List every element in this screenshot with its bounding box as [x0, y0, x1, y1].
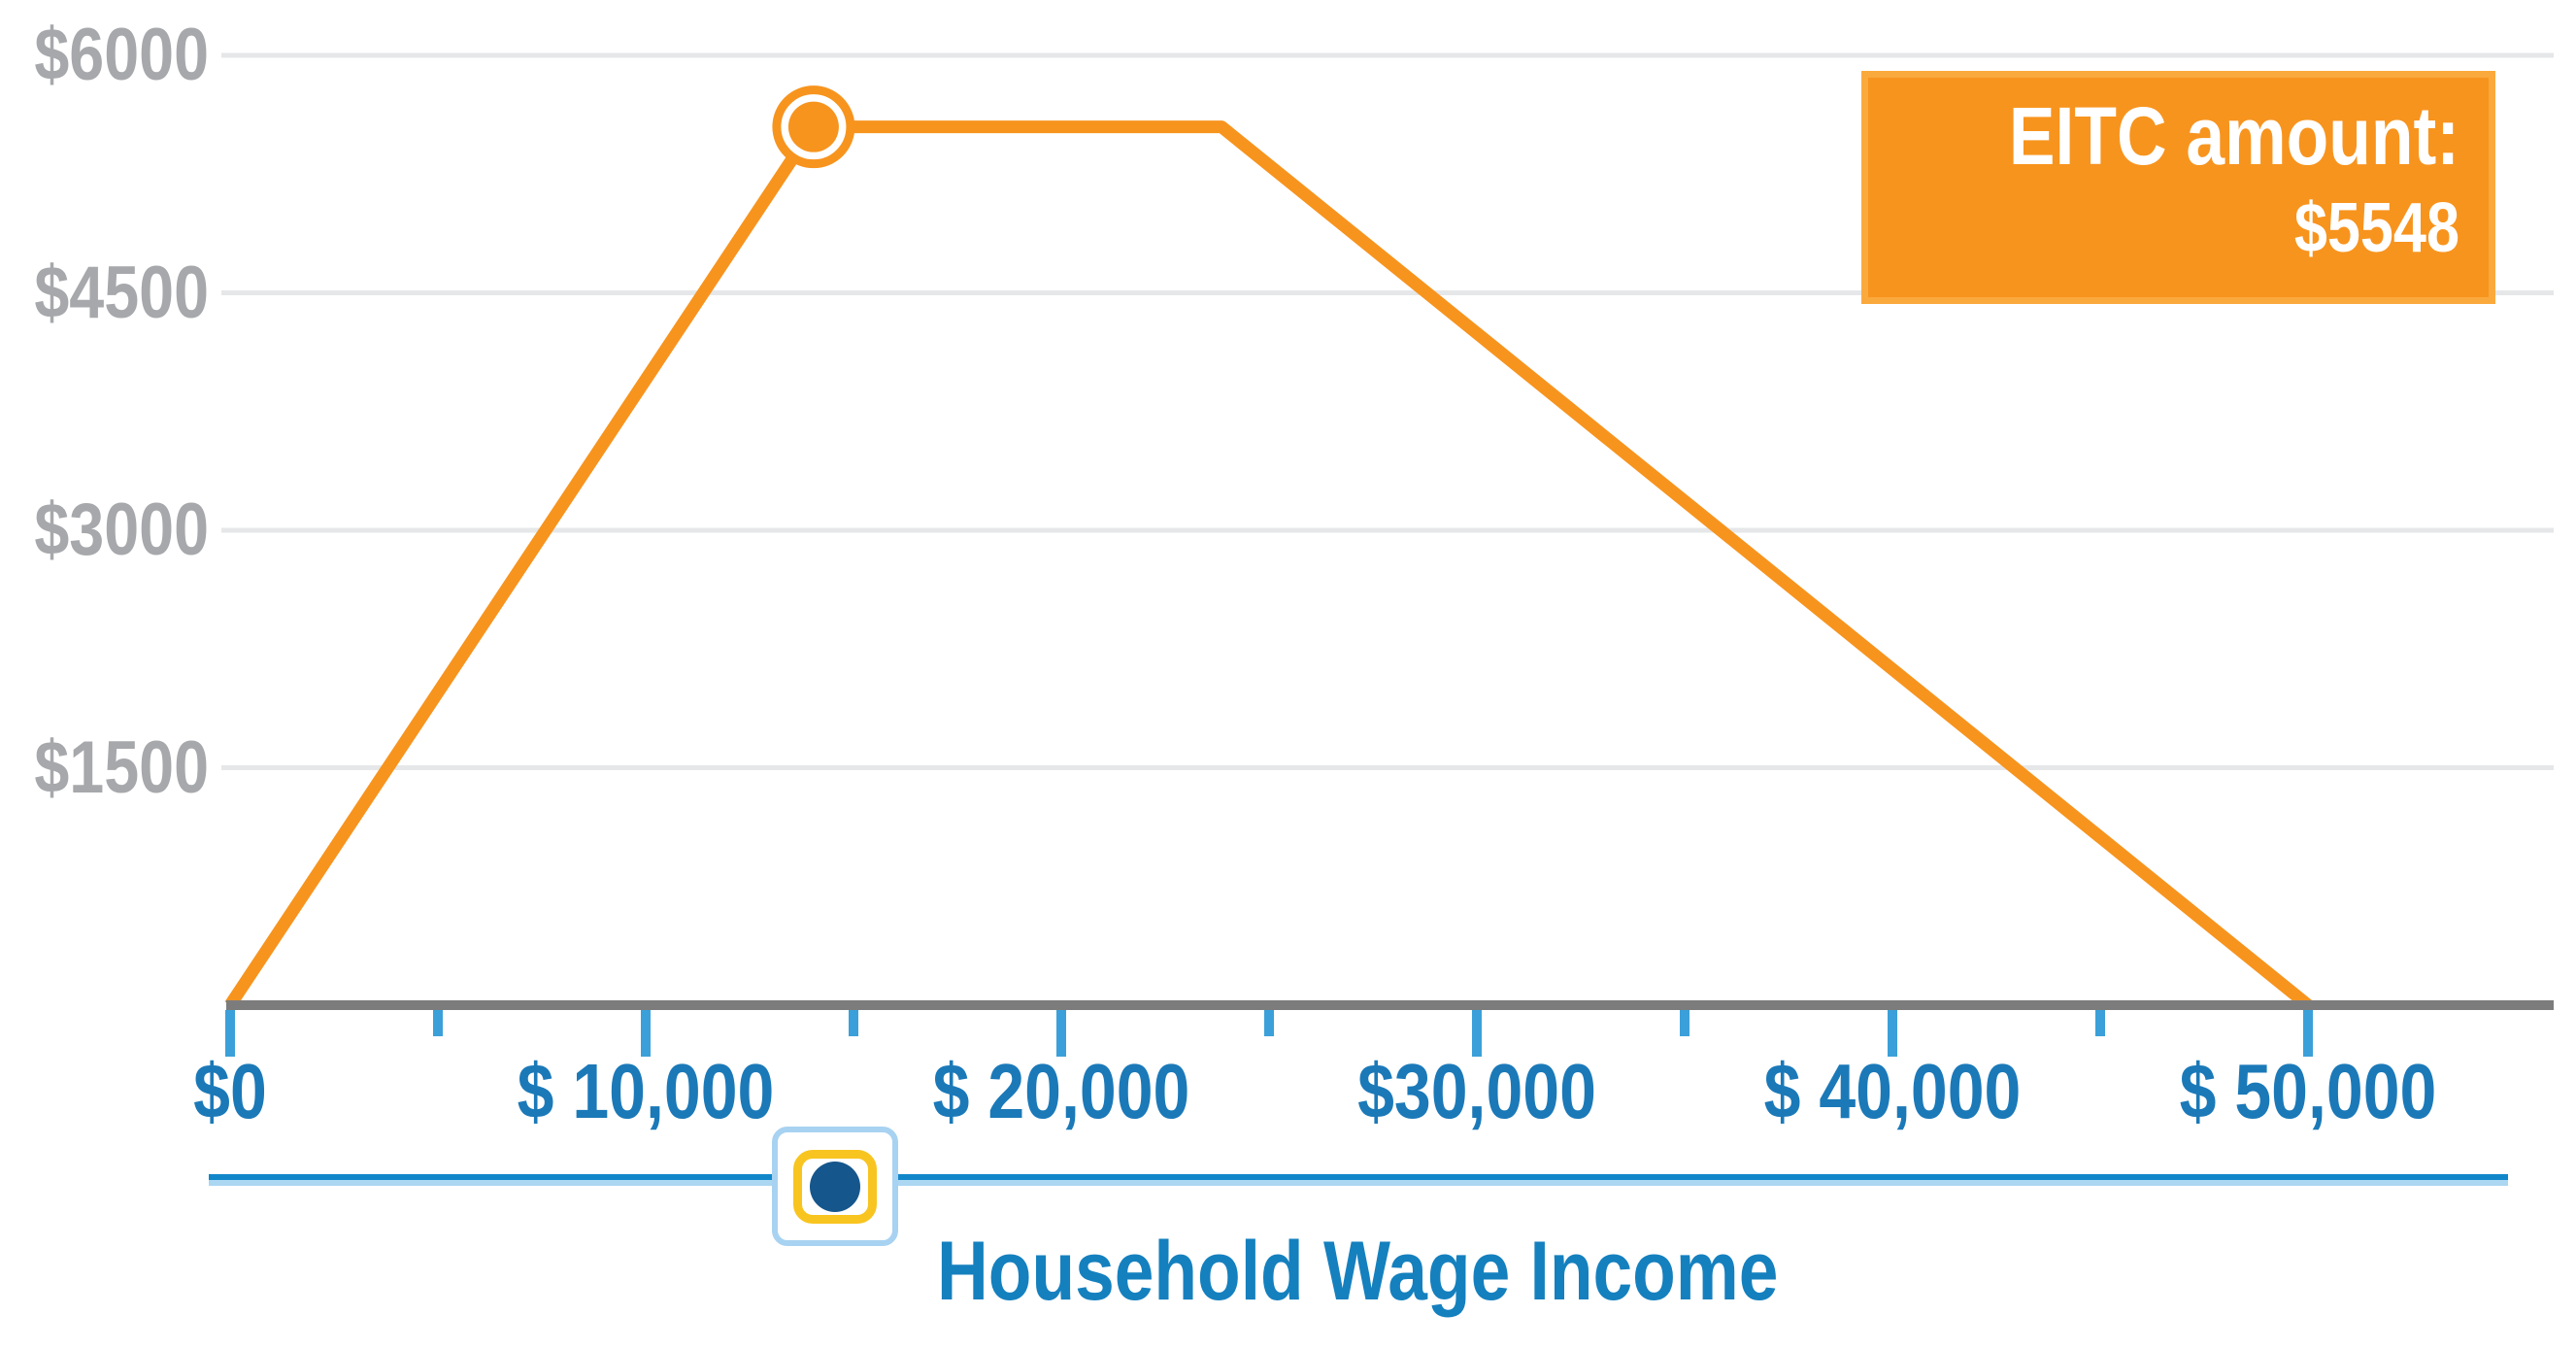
- x-minor-tick: [2095, 1010, 2105, 1036]
- x-minor-tick: [1264, 1010, 1274, 1036]
- x-axis-label: $0: [193, 1048, 267, 1134]
- x-axis-label: $ 50,000: [2179, 1048, 2437, 1134]
- x-axis-line: [226, 1000, 2554, 1010]
- income-slider-thumb[interactable]: [772, 1127, 898, 1246]
- x-axis-label: $ 40,000: [1763, 1048, 2022, 1134]
- gridline: [221, 290, 2554, 295]
- eitc-amount-badge: EITC amount: $5548: [1861, 71, 2495, 304]
- slider-thumb-dot: [810, 1161, 860, 1212]
- x-minor-tick: [849, 1010, 858, 1036]
- x-major-tick: [2303, 1010, 2313, 1057]
- y-axis-label: $6000: [34, 14, 209, 96]
- badge-label: EITC amount:: [2008, 90, 2459, 182]
- y-axis-label: $3000: [34, 489, 209, 571]
- x-minor-tick: [1680, 1010, 1689, 1036]
- y-axis-label: $1500: [34, 725, 209, 809]
- x-major-tick: [225, 1010, 235, 1057]
- x-axis-label: $ 20,000: [932, 1048, 1190, 1134]
- x-axis-label: $ 10,000: [517, 1048, 775, 1134]
- income-slider-track[interactable]: [209, 1174, 2508, 1186]
- x-major-tick: [1472, 1010, 1482, 1057]
- x-major-tick: [1888, 1010, 1897, 1057]
- badge-value: $5548: [2293, 189, 2459, 267]
- eitc-line: [224, 120, 2313, 1011]
- gridline: [221, 52, 2554, 58]
- x-axis-label: $30,000: [1357, 1048, 1596, 1134]
- slider-thumb-yellow-ring: [793, 1149, 877, 1224]
- x-axis-title: Household Wage Income: [937, 1225, 1779, 1318]
- y-axis-label: $4500: [34, 251, 209, 334]
- gridline: [221, 527, 2554, 533]
- x-major-tick: [641, 1010, 651, 1057]
- peak-marker-dot: [787, 101, 839, 152]
- gridline: [221, 765, 2554, 770]
- x-minor-tick: [433, 1010, 443, 1036]
- x-major-tick: [1056, 1010, 1066, 1057]
